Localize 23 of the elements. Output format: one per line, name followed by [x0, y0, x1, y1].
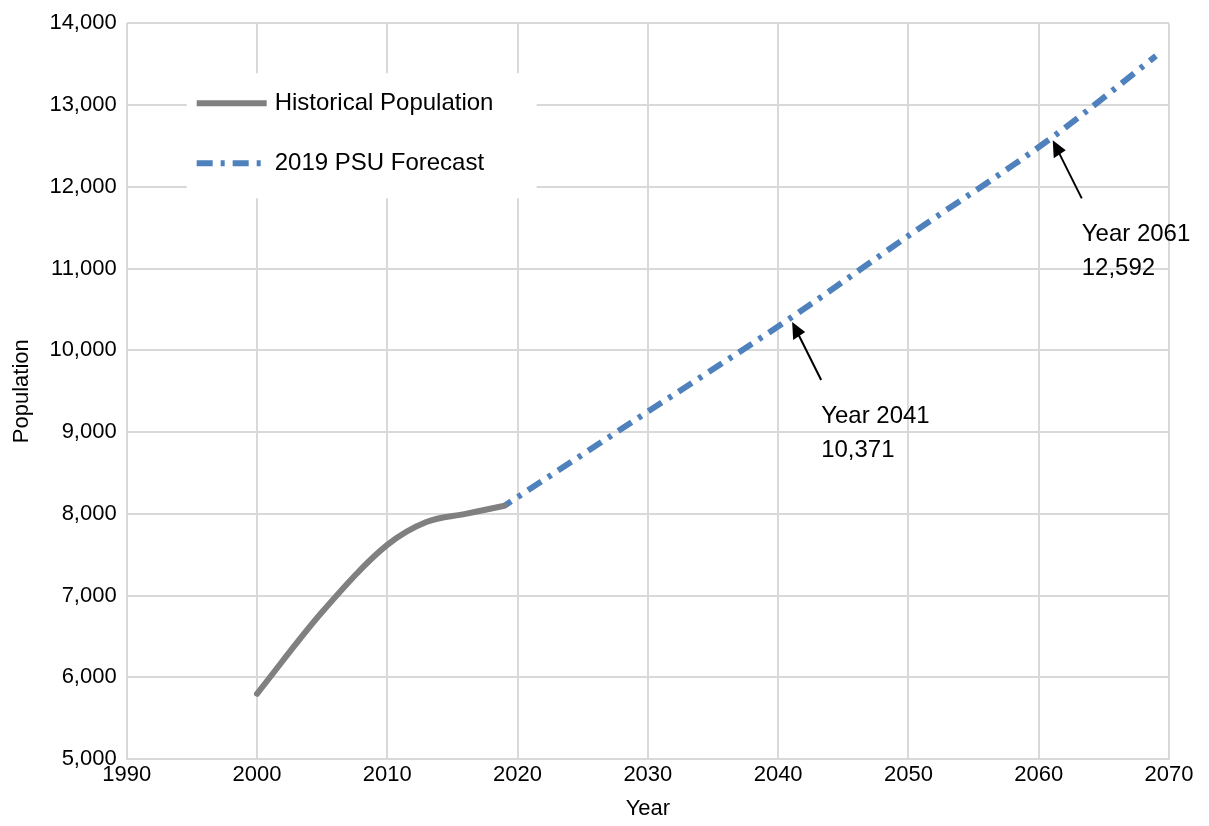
x-tick-label: 2000	[232, 761, 282, 787]
x-tick-label: 2030	[623, 761, 673, 787]
y-tick-label: 7,000	[61, 581, 117, 607]
y-tick-label: 14,000	[49, 9, 117, 35]
y-axis-title: Population	[8, 339, 34, 444]
legend-label: Historical Population	[274, 87, 494, 115]
annotation: Year 2061 12,592	[1081, 218, 1191, 280]
x-tick-label: 2060	[1014, 761, 1064, 787]
x-axis-title: Year	[625, 794, 671, 820]
y-tick-label: 12,000	[49, 172, 117, 198]
x-tick-label: 2010	[362, 761, 412, 787]
legend-label: 2019 PSU Forecast	[274, 147, 485, 175]
y-tick-label: 9,000	[61, 418, 117, 444]
y-tick-label: 6,000	[61, 663, 117, 689]
y-tick-label: 13,000	[49, 91, 117, 117]
x-tick-label: 2020	[493, 761, 543, 787]
x-tick-label: 2040	[753, 761, 803, 787]
y-tick-label: 11,000	[51, 254, 117, 280]
y-tick-label: 10,000	[49, 336, 117, 362]
y-tick-label: 8,000	[61, 499, 117, 525]
x-tick-label: 2050	[883, 761, 933, 787]
x-tick-label: 2070	[1144, 761, 1194, 787]
annotation: Year 2041 10,371	[821, 400, 930, 462]
